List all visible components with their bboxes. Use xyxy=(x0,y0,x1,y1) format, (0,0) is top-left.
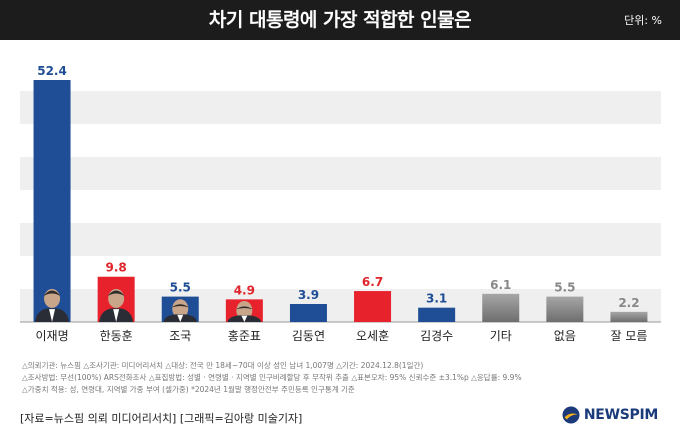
category-label: 김경수 xyxy=(420,329,453,343)
grid-band xyxy=(20,223,661,256)
grid-band xyxy=(20,157,661,190)
portrait-photo xyxy=(227,300,262,322)
header-bar xyxy=(0,0,680,40)
category-label: 잘 모름 xyxy=(610,329,647,343)
category-label: 한동훈 xyxy=(100,329,133,343)
portrait-photo xyxy=(35,288,70,322)
value-label: 4.9 xyxy=(234,283,255,297)
value-label: 6.1 xyxy=(490,278,511,292)
value-label: 9.8 xyxy=(106,261,127,275)
survey-note: △가중치 적용: 성, 연령대, 지역별 가중 부여 (셀가중) *2024년 … xyxy=(22,385,355,394)
category-label: 기타 xyxy=(490,329,512,343)
survey-note: △의뢰기관: 뉴스핌 △조사기관: 미디어리서치 △대상: 전국 만 18세~7… xyxy=(22,361,424,370)
bar-없음 xyxy=(546,296,584,322)
category-label: 김동연 xyxy=(292,329,325,343)
value-label: 2.2 xyxy=(618,296,639,310)
chart-title: 차기 대통령에 가장 적합한 인물은 xyxy=(208,9,472,31)
bar-기타 xyxy=(482,293,520,322)
bar-오세훈 xyxy=(354,291,392,322)
category-label: 홍준표 xyxy=(228,329,261,343)
portrait-photo xyxy=(163,299,198,322)
survey-note: △조사방법: 무선(100%) ARS전화조사 △표집방법: 성별 · 연령별 … xyxy=(22,373,522,382)
value-label: 5.5 xyxy=(554,281,575,295)
category-label: 오세훈 xyxy=(356,329,389,343)
value-label: 3.9 xyxy=(298,288,319,302)
category-labels: 이재명 한동훈 조국 홍준표 김동연 오세훈 김경수 기타 없음 잘 모름 xyxy=(35,329,647,343)
newspim-logo-text: NEWSPIM xyxy=(583,407,658,423)
unit-label: 단위: % xyxy=(624,14,662,27)
grid-band xyxy=(20,91,661,124)
value-label: 3.1 xyxy=(426,292,447,306)
value-labels: 52.4 9.8 5.5 4.9 3.9 6.7 3.1 6.1 5.5 2.2 xyxy=(37,64,639,310)
source-credit: [자료=뉴스핌 의뢰 미디어리서치] [그래픽=김아랑 미술기자] xyxy=(20,412,303,425)
category-label: 조국 xyxy=(169,329,191,343)
value-label: 5.5 xyxy=(170,281,191,295)
category-label: 이재명 xyxy=(35,329,68,343)
category-label: 없음 xyxy=(554,329,576,343)
bar-김경수 xyxy=(418,307,456,322)
portrait-photo xyxy=(99,288,134,322)
value-label: 6.7 xyxy=(362,275,383,289)
newspim-logo-icon xyxy=(562,406,580,424)
newspim-logo: NEWSPIM xyxy=(562,405,658,425)
bar-이재명 xyxy=(33,80,71,323)
bars xyxy=(33,80,648,323)
survey-notes: △의뢰기관: 뉴스핌 △조사기관: 미디어리서치 △대상: 전국 만 18세~7… xyxy=(22,360,662,396)
bar-chart: 52.4 9.8 5.5 4.9 3.9 6.7 3.1 6.1 5.5 2.2 이재명 한동훈 조국… xyxy=(20,64,661,343)
value-label: 52.4 xyxy=(37,64,67,78)
bar-잘 모름 xyxy=(610,311,648,322)
bar-김동연 xyxy=(289,303,327,322)
